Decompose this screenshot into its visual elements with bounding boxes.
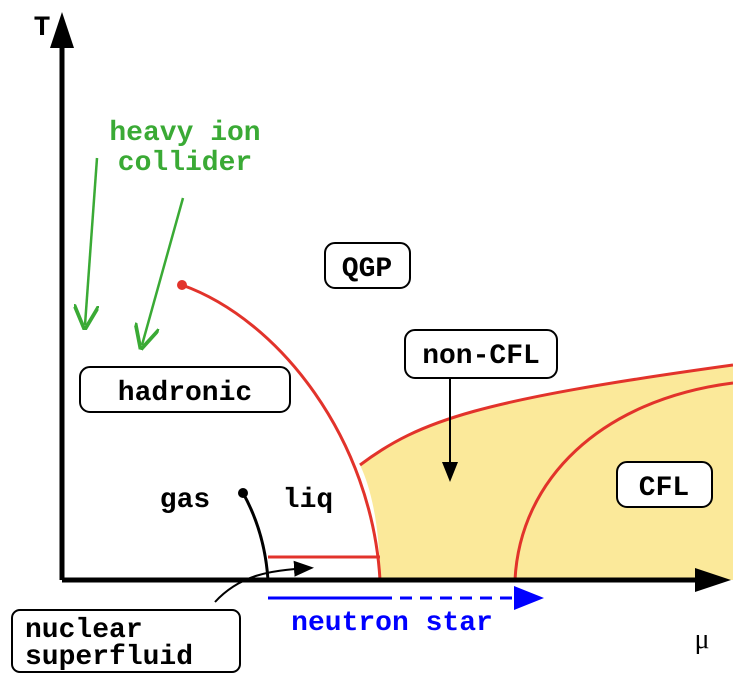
collider-label: collider (118, 148, 252, 179)
noncfl-label: non-CFL (422, 341, 540, 372)
cfl-box (616, 461, 713, 508)
hadronic-label: hadronic (118, 378, 252, 409)
superfluid-arrow (214, 560, 314, 603)
mu-axis-head (695, 568, 731, 592)
liquid-gas-line (241, 492, 270, 581)
superfluid-box (11, 609, 241, 673)
liq-label: liq (283, 485, 333, 516)
collider-label: heavy ion (109, 118, 260, 149)
superfluid-label: superfluid (25, 642, 193, 673)
t-axis-head (50, 12, 74, 48)
mu-label: μ (694, 624, 709, 655)
noncfl-boundary (359, 363, 733, 467)
hadron-qgp-boundary (181, 283, 382, 581)
gas-label: gas (160, 485, 210, 516)
liquid-gas-endpoint (238, 488, 248, 498)
collider-arrow (85, 157, 97, 325)
neutron-star-label: neutron star (291, 608, 493, 639)
superfluid-label: nuclear (25, 615, 143, 646)
noncfl-box (404, 329, 558, 379)
hadronic-box (79, 366, 291, 413)
qgp-box (324, 242, 411, 289)
cfl-boundary (513, 381, 733, 581)
critical-point (177, 280, 187, 290)
collider-arrow (142, 197, 185, 345)
t-label: T (34, 13, 51, 44)
cfl-label: CFL (639, 473, 689, 504)
qgp-label: QGP (342, 254, 392, 285)
